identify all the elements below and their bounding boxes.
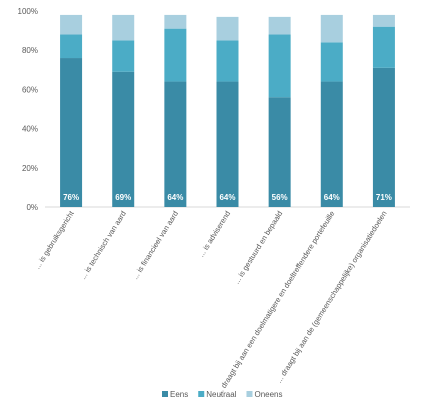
bar-eens-1 <box>60 58 83 207</box>
y-tick-label: 20% <box>22 164 38 173</box>
y-tick-label: 100% <box>18 7 38 16</box>
legend-swatch-eens <box>162 391 168 397</box>
y-axis: 0% 20% 40% 60% 80% 100% <box>18 7 38 212</box>
bar-oneens-3 <box>164 14 187 29</box>
data-label: 64% <box>324 193 340 202</box>
data-label: 69% <box>115 193 131 202</box>
bar-eens-5 <box>268 97 291 207</box>
y-tick-label: 40% <box>22 125 38 134</box>
bar-oneens-5 <box>268 16 291 35</box>
x-category-label: ... draagt bij aan een doelmatigere en d… <box>215 209 337 396</box>
bar-eens-7 <box>372 67 395 207</box>
x-axis-categories: ... is gebruiksgericht... is technisch v… <box>33 209 389 397</box>
bar-eens-3 <box>164 81 187 207</box>
bar-eens-4 <box>216 81 239 207</box>
y-tick-label: 0% <box>26 203 38 212</box>
bar-oneens-2 <box>112 14 135 41</box>
x-category-label: ... is gestuurd en bepaald <box>232 209 284 285</box>
x-category-label: ... is technisch van aard <box>79 209 128 281</box>
data-label: 71% <box>376 193 392 202</box>
data-label: 76% <box>63 193 79 202</box>
bars: 76% 69% 64% 64% 56% 64% 71% <box>60 14 395 207</box>
bar-neutraal-6 <box>320 42 343 82</box>
bar-oneens-4 <box>216 16 239 41</box>
legend-label-oneens: Oneens <box>254 390 282 399</box>
y-tick-label: 80% <box>22 46 38 55</box>
legend-label-eens: Eens <box>170 390 188 399</box>
bar-neutraal-3 <box>164 28 187 82</box>
y-tick-label: 60% <box>22 85 38 94</box>
bar-eens-2 <box>112 71 135 207</box>
bar-neutraal-5 <box>268 34 291 98</box>
bar-oneens-6 <box>320 14 343 43</box>
data-label: 56% <box>272 193 288 202</box>
x-category-label: ... draagt bij aan de (gemeenschappelijk… <box>274 209 388 384</box>
bar-neutraal-2 <box>112 40 135 72</box>
legend-swatch-neutraal <box>198 391 205 397</box>
data-label: 64% <box>167 193 183 202</box>
bar-oneens-1 <box>60 14 83 35</box>
bar-neutraal-4 <box>216 40 239 82</box>
legend-label-neutraal: Neutraal <box>206 390 236 399</box>
bar-oneens-7 <box>372 14 395 27</box>
x-category-label: ... is gebruiksgericht <box>33 209 76 271</box>
x-category-label: ... is financieel van aard <box>131 209 180 281</box>
x-category-label: ... is adviserend <box>197 209 232 258</box>
bar-neutraal-1 <box>60 34 83 59</box>
legend-swatch-oneens <box>246 391 253 397</box>
legend: Eens Neutraal Oneens <box>162 390 283 399</box>
data-label: 64% <box>219 193 235 202</box>
bar-eens-6 <box>320 81 343 207</box>
bar-neutraal-7 <box>372 26 395 68</box>
